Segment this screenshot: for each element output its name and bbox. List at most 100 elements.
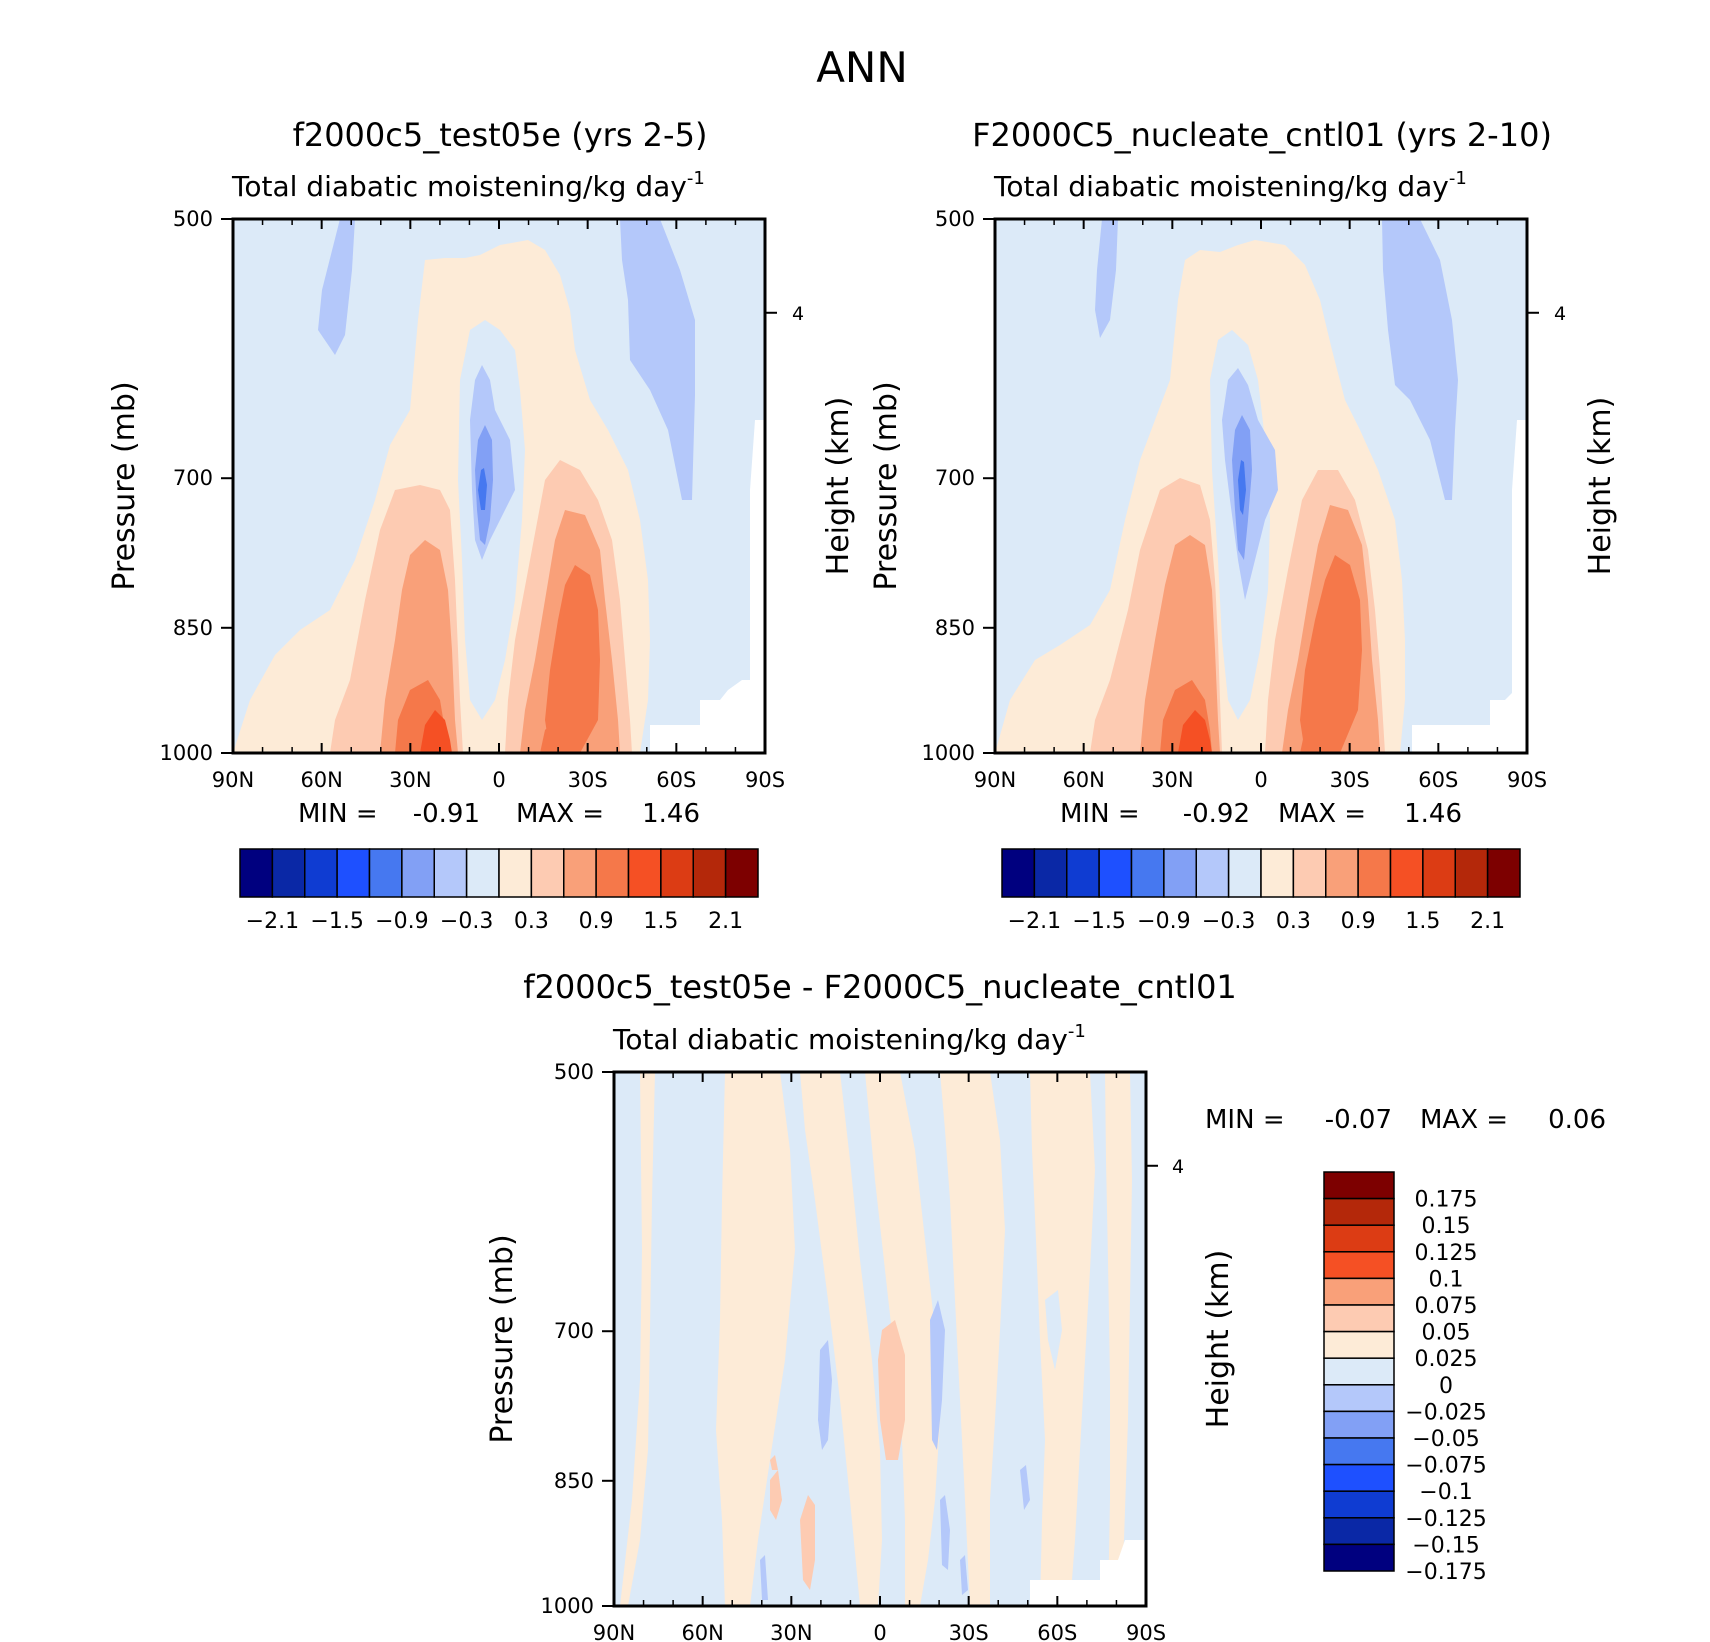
colorbar-label: −1.5 (1072, 909, 1125, 934)
panel-3-max-label: MAX = (1420, 1105, 1508, 1135)
colorbar-label: 0.075 (1415, 1294, 1478, 1319)
x-tick-label: 30S (949, 1621, 989, 1642)
colorbar-swatch (1323, 1277, 1395, 1306)
colorbar-swatch (563, 848, 597, 898)
colorbar-label: −0.075 (1405, 1454, 1486, 1479)
y-tick-label: 1000 (922, 741, 975, 765)
y-tick-label: 1000 (160, 741, 213, 765)
colorbar-swatch (1389, 848, 1424, 898)
colorbar-swatch (1163, 848, 1197, 898)
colorbar-label: −0.025 (1405, 1400, 1486, 1425)
x-tick-label: 30N (770, 1621, 812, 1642)
colorbar-label: 0.125 (1415, 1241, 1478, 1266)
panel-2-colorbar: −2.1 −1.5 −0.9 −0.3 0.3 0.9 1.5 2.1 (1001, 848, 1521, 934)
colorbar-swatch (239, 848, 274, 898)
panel-2-ylabel-right: Height (km) (1583, 397, 1618, 576)
panel-2-min-label: MIN = (1060, 799, 1140, 829)
colorbar-label: −1.5 (310, 909, 363, 934)
colorbar-label: −2.1 (1008, 909, 1061, 934)
panel-3-title: f2000c5_test05e - F2000C5_nucleate_cntl0… (523, 968, 1237, 1006)
colorbar-swatch (1323, 1463, 1395, 1492)
x-tick-label: 90N (593, 1621, 635, 1642)
x-tick-label: 0 (1254, 768, 1267, 792)
x-tick-label: 90S (1507, 768, 1547, 792)
colorbar-label: −0.175 (1405, 1560, 1486, 1585)
y-tick-label: 850 (173, 616, 213, 640)
colorbar-label: −0.9 (1137, 909, 1190, 934)
colorbar-swatch (1454, 848, 1489, 898)
panel-1-max-label: MAX = (516, 799, 604, 829)
panel-1-ylabel-right: Height (km) (821, 397, 856, 576)
y-tick-label: 700 (935, 466, 975, 490)
panel-3-max-value: 0.06 (1548, 1105, 1606, 1135)
colorbar-swatch (1260, 848, 1295, 898)
colorbar-swatch (1323, 1384, 1395, 1413)
colorbar-swatch (595, 848, 630, 898)
colorbar-label: 1.5 (1405, 909, 1440, 934)
panel-1-axis-ticks: 90N 60N 30N 0 30S 60S 90S 500 700 850 1000 4 (160, 207, 805, 792)
y-tick-label: 1000 (541, 1594, 594, 1618)
panel-1: f2000c5_test05e (yrs 2-5) Total diabatic… (107, 116, 856, 934)
y-tick-label: 700 (554, 1319, 594, 1343)
colorbar-swatch (1323, 1543, 1395, 1572)
panel-3: f2000c5_test05e - F2000C5_nucleate_cntl0… (485, 968, 1606, 1642)
colorbar-swatch (465, 848, 500, 898)
x-tick-label: 30N (389, 768, 431, 792)
colorbar-label: 0.3 (514, 909, 549, 934)
colorbar-swatch (1323, 1251, 1395, 1280)
colorbar-label: 0.3 (1276, 909, 1311, 934)
colorbar-label: 0.1 (1429, 1267, 1464, 1292)
colorbar-swatch (1357, 848, 1392, 898)
panel-1-subtitle: Total diabatic moistening/kg day-1 (231, 168, 705, 203)
colorbar-swatch (401, 848, 435, 898)
y-right-tick-label: 4 (1554, 303, 1566, 325)
x-tick-label: 90S (745, 768, 785, 792)
x-tick-label: 60N (300, 768, 342, 792)
panel-3-ylabel-right: Height (km) (1201, 1250, 1236, 1429)
colorbar-label: 0 (1439, 1374, 1453, 1399)
colorbar-label: −0.05 (1412, 1427, 1479, 1452)
x-tick-label: 90N (212, 768, 254, 792)
colorbar-label: 2.1 (708, 909, 743, 934)
colorbar-swatch (368, 848, 403, 898)
x-tick-label: 60N (1062, 768, 1104, 792)
colorbar-label: −0.3 (1202, 909, 1255, 934)
colorbar-label: −0.1 (1419, 1480, 1472, 1505)
panel-1-colorbar: −2.1 −1.5 −0.9 −0.3 0.3 0.9 1.5 2.1 (239, 848, 759, 934)
panel-3-min-label: MIN = (1205, 1105, 1285, 1135)
panel-3-axis-ticks: 90N 60N 30N 0 30S 60S 90S 500 700 850 1000 4 (541, 1060, 1185, 1642)
panel-2-subtitle: Total diabatic moistening/kg day-1 (993, 168, 1467, 203)
y-tick-label: 500 (935, 207, 975, 231)
colorbar-swatch (1325, 848, 1359, 898)
x-tick-label: 30S (568, 768, 608, 792)
y-right-tick-label: 4 (792, 303, 804, 325)
panel-3-field (614, 1072, 1146, 1606)
panel-2: F2000C5_nucleate_cntl01 (yrs 2-10) Total… (869, 116, 1618, 934)
colorbar-label: 0.15 (1422, 1214, 1471, 1239)
colorbar-label: −0.3 (440, 909, 493, 934)
colorbar-label: 0.05 (1422, 1321, 1471, 1346)
panel-2-field (995, 219, 1527, 753)
colorbar-swatch (530, 848, 565, 898)
x-tick-label: 30S (1330, 768, 1370, 792)
colorbar-swatch (1323, 1410, 1395, 1439)
colorbar-swatch (692, 848, 727, 898)
colorbar-label: −2.1 (246, 909, 299, 934)
colorbar-label: 0.175 (1415, 1188, 1478, 1213)
colorbar-swatch (1033, 848, 1068, 898)
colorbar-swatch (1323, 1197, 1395, 1226)
x-tick-label: 60S (1037, 1621, 1077, 1642)
colorbar-swatch (498, 848, 533, 898)
x-tick-label: 30N (1151, 768, 1193, 792)
y-tick-label: 700 (173, 466, 213, 490)
colorbar-swatch (660, 848, 694, 898)
colorbar-label: 0.025 (1415, 1347, 1478, 1372)
colorbar-label: 0.9 (1341, 909, 1376, 934)
figure-title: ANN (816, 43, 908, 92)
colorbar-swatch (433, 848, 468, 898)
colorbar-label: −0.15 (1412, 1533, 1479, 1558)
colorbar-swatch (1323, 1171, 1395, 1200)
panel-3-subtitle: Total diabatic moistening/kg day-1 (612, 1021, 1086, 1056)
x-tick-label: 90S (1126, 1621, 1166, 1642)
colorbar-swatch (1195, 848, 1230, 898)
